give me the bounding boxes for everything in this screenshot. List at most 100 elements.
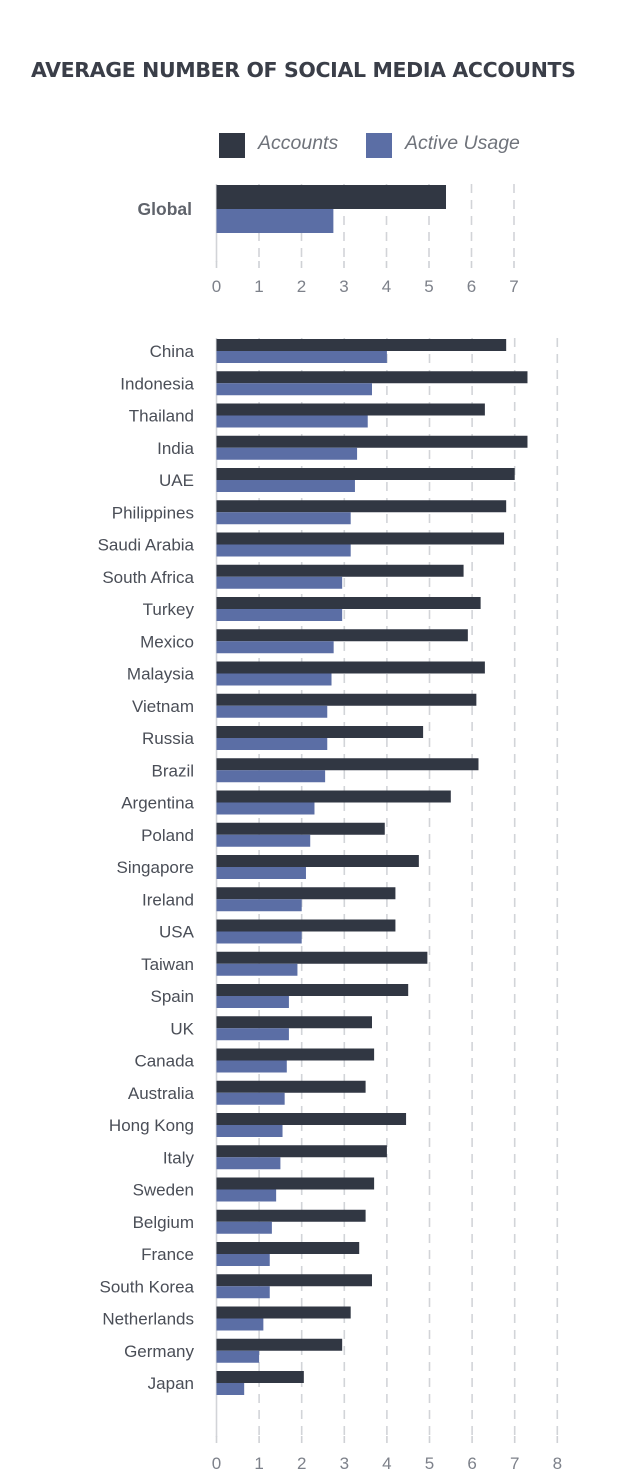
category-label-usa: USA: [159, 923, 195, 942]
bar-active-usage-poland: [216, 834, 311, 847]
x-tick-label: 1: [254, 277, 263, 296]
category-label-spain: Spain: [151, 987, 194, 1006]
bar-active-usage-uk: [216, 1028, 289, 1041]
category-label-saudi-arabia: Saudi Arabia: [98, 536, 195, 555]
category-label-uae: UAE: [159, 471, 194, 490]
bar-accounts-sweden: [216, 1177, 375, 1190]
bar-active-usage-saudi-arabia: [216, 544, 351, 557]
x-tick-label: 3: [340, 1454, 349, 1473]
x-tick-label: 0: [212, 1454, 221, 1473]
category-label-netherlands: Netherlands: [102, 1310, 194, 1329]
bar-active-usage-china: [216, 351, 387, 363]
bar-active-usage-mexico: [216, 641, 334, 654]
bar-active-usage-vietnam: [216, 705, 328, 718]
bar-active-usage-argentina: [216, 802, 315, 815]
bar-accounts-usa: [216, 919, 396, 932]
bar-accounts-netherlands: [216, 1306, 351, 1319]
category-label-south-africa: South Africa: [102, 568, 194, 587]
legend-label-active-usage: Active Usage: [405, 132, 520, 154]
bar-active-usage-ireland: [216, 899, 302, 912]
x-tick-label: 1: [254, 1454, 263, 1473]
bar-active-usage-france: [216, 1254, 270, 1266]
category-label-turkey: Turkey: [143, 600, 195, 619]
bar-active-usage-global: [216, 209, 334, 233]
bar-accounts-south-korea: [216, 1274, 372, 1287]
category-label-belgium: Belgium: [133, 1213, 194, 1232]
bar-active-usage-belgium: [216, 1221, 272, 1234]
legend-label-accounts: Accounts: [258, 132, 339, 154]
category-label-argentina: Argentina: [121, 794, 194, 813]
bar-accounts-uae: [216, 468, 515, 480]
bar-accounts-russia: [216, 726, 424, 738]
bar-accounts-india: [216, 435, 528, 448]
x-tick-label: 4: [382, 277, 391, 296]
category-label-poland: Poland: [141, 826, 194, 845]
bar-accounts-france: [216, 1242, 360, 1254]
category-label-south-korea: South Korea: [99, 1277, 194, 1296]
category-label-mexico: Mexico: [140, 632, 194, 651]
chart-title: AVERAGE NUMBER OF SOCIAL MEDIA ACCOUNTS: [31, 58, 576, 82]
category-label-china: China: [150, 342, 195, 361]
bar-active-usage-japan: [216, 1383, 245, 1395]
bar-accounts-thailand: [216, 403, 485, 416]
bar-active-usage-indonesia: [216, 383, 372, 396]
x-tick-label: 6: [467, 277, 476, 296]
x-tick-label: 2: [297, 1454, 306, 1473]
bar-active-usage-sweden: [216, 1189, 277, 1202]
x-tick-label: 8: [553, 1454, 562, 1473]
category-label-france: France: [141, 1245, 194, 1264]
bar-active-usage-germany: [216, 1350, 260, 1363]
bar-accounts-vietnam: [216, 693, 477, 706]
bar-accounts-japan: [216, 1371, 304, 1383]
bar-accounts-argentina: [216, 790, 451, 803]
category-label-germany: Germany: [124, 1342, 194, 1361]
bar-accounts-saudi-arabia: [216, 532, 505, 545]
bar-accounts-global: [216, 185, 446, 209]
bar-accounts-italy: [216, 1145, 387, 1158]
bar-accounts-spain: [216, 984, 409, 996]
category-label-italy: Italy: [163, 1148, 195, 1167]
category-label-ireland: Ireland: [142, 890, 194, 909]
bar-active-usage-india: [216, 447, 358, 460]
category-label-australia: Australia: [128, 1084, 195, 1103]
bar-accounts-singapore: [216, 855, 419, 867]
bar-active-usage-thailand: [216, 415, 368, 428]
category-label-canada: Canada: [134, 1052, 194, 1071]
x-tick-label: 6: [467, 1454, 476, 1473]
category-label-japan: Japan: [148, 1374, 194, 1393]
category-label-singapore: Singapore: [116, 858, 194, 877]
bar-active-usage-hong-kong: [216, 1125, 283, 1137]
legend-swatch-active-usage: [366, 133, 392, 158]
bar-accounts-indonesia: [216, 371, 528, 384]
bar-accounts-brazil: [216, 758, 479, 771]
bar-accounts-mexico: [216, 629, 468, 642]
bar-accounts-australia: [216, 1080, 366, 1093]
category-label-india: India: [157, 439, 194, 458]
bar-accounts-canada: [216, 1048, 375, 1061]
bar-active-usage-turkey: [216, 609, 343, 621]
category-label-vietnam: Vietnam: [132, 697, 194, 716]
bar-active-usage-singapore: [216, 867, 306, 879]
chart-2: 0 1 2 3 4 5 6 7 8 China Indonesia Thailand India UAE P…: [98, 338, 562, 1473]
category-label-malaysia: Malaysia: [127, 665, 195, 684]
bar-active-usage-uae: [216, 480, 355, 492]
x-tick-label: 7: [510, 1454, 519, 1473]
x-tick-label: 3: [339, 277, 348, 296]
bar-accounts-ireland: [216, 887, 396, 900]
bar-active-usage-south-africa: [216, 576, 343, 589]
bar-accounts-south-africa: [216, 564, 464, 577]
bar-active-usage-usa: [216, 931, 302, 944]
bar-accounts-belgium: [216, 1209, 366, 1222]
bar-active-usage-canada: [216, 1060, 287, 1073]
bar-active-usage-italy: [216, 1157, 281, 1170]
bar-accounts-china: [216, 339, 507, 351]
bar-active-usage-taiwan: [216, 963, 298, 976]
bar-active-usage-malaysia: [216, 673, 332, 686]
category-label-uk: UK: [170, 1019, 194, 1038]
bar-accounts-philippines: [216, 500, 507, 513]
x-tick-label: 2: [297, 277, 306, 296]
bar-accounts-uk: [216, 1016, 372, 1029]
bar-accounts-taiwan: [216, 951, 428, 964]
category-label-global: Global: [138, 199, 192, 219]
